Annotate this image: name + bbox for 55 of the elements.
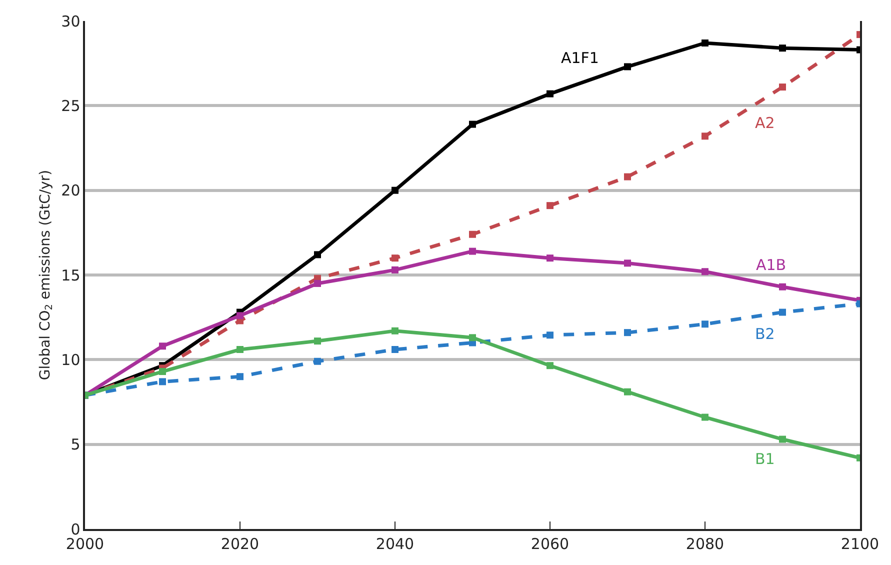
point — [624, 173, 631, 180]
x-tick-label: 2060 — [530, 534, 570, 553]
point — [546, 332, 554, 339]
series-label: B1 — [755, 450, 775, 468]
x-tick-label: 2100 — [840, 534, 880, 553]
point — [159, 368, 166, 376]
point — [624, 329, 631, 336]
point — [702, 414, 708, 421]
point — [702, 40, 708, 47]
point — [392, 266, 398, 274]
point — [779, 436, 786, 443]
point — [624, 388, 631, 396]
point — [624, 260, 631, 267]
y-tick-label: 5 — [70, 436, 80, 454]
x-tick-label: 2080 — [686, 534, 724, 553]
point — [392, 327, 398, 334]
point — [159, 378, 166, 386]
point — [392, 346, 398, 354]
point — [392, 254, 398, 262]
point — [779, 44, 786, 52]
y-tick-label: 25 — [61, 96, 80, 115]
x-tick-label: 2020 — [220, 534, 260, 553]
point — [469, 230, 476, 238]
y-tick-label: 15 — [61, 266, 80, 284]
point — [779, 308, 786, 316]
point — [779, 84, 786, 91]
series-label: B2 — [755, 325, 775, 343]
y-tick-label: 20 — [61, 182, 80, 200]
y-tick-label: 30 — [61, 12, 80, 30]
point — [159, 342, 166, 350]
point — [702, 132, 708, 140]
point — [546, 362, 554, 370]
point — [702, 320, 708, 328]
point — [546, 90, 554, 98]
point — [314, 280, 321, 287]
point — [314, 338, 321, 345]
x-tick-label: 2040 — [376, 534, 414, 553]
y-tick-label: 10 — [61, 350, 80, 369]
series-label: A1B — [756, 256, 786, 274]
point — [469, 334, 476, 342]
point — [546, 254, 554, 262]
point — [236, 312, 244, 320]
point — [469, 248, 476, 255]
series-label: A2 — [755, 114, 775, 132]
point — [314, 358, 321, 365]
point — [624, 63, 631, 70]
point — [392, 186, 398, 194]
point — [779, 283, 786, 290]
point — [236, 346, 244, 354]
point — [236, 373, 244, 380]
point — [314, 251, 321, 258]
point — [469, 120, 476, 128]
point — [546, 202, 554, 210]
point — [702, 268, 708, 276]
series-label: A1F1 — [561, 49, 599, 67]
